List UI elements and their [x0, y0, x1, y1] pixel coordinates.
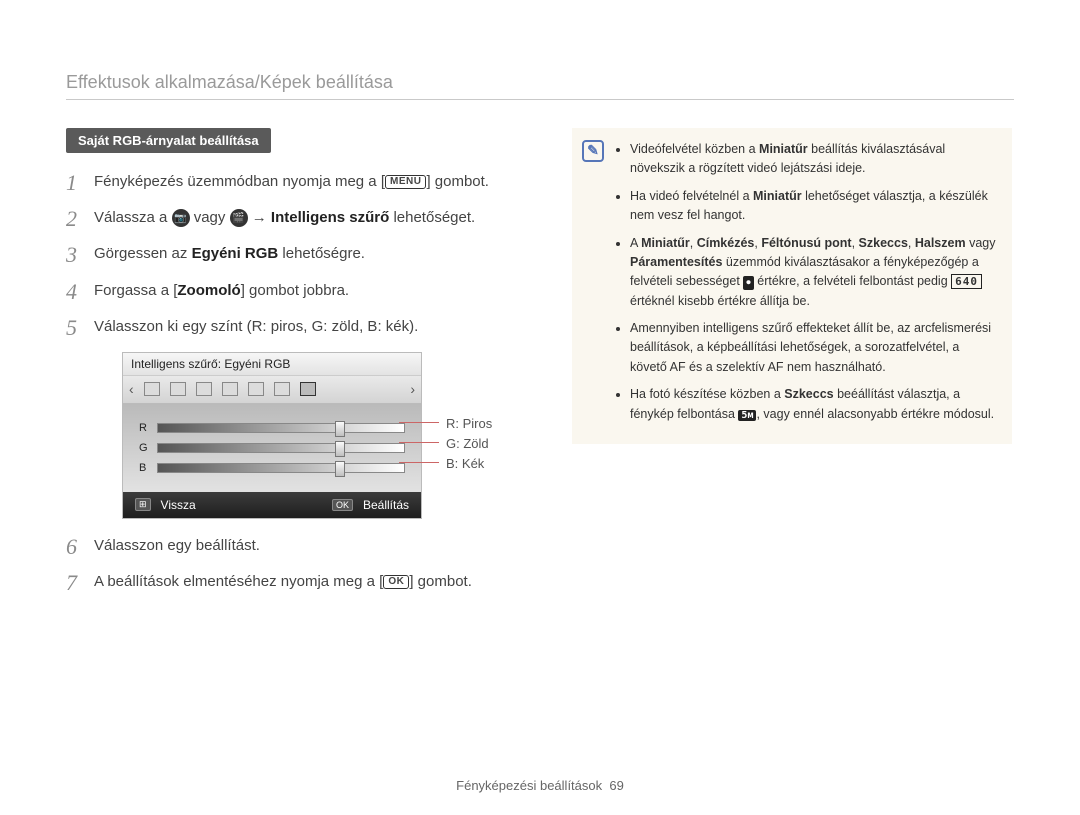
right-column: ✎ Videófelvétel közben a Miniatűr beállí… — [572, 128, 1012, 607]
step-number: 5 — [66, 316, 94, 340]
filter-tab[interactable] — [248, 382, 264, 396]
rgb-panel: Intelligens szűrő: Egyéni RGB ‹ › — [122, 352, 422, 519]
steps-list: 1 Fényképezés üzemmódban nyomja meg a [M… — [66, 171, 536, 340]
step-3: Görgessen az Egyéni RGB lehetőségre. — [94, 243, 536, 266]
section-title: Effektusok alkalmazása/Képek beállítása — [66, 72, 1014, 100]
step-number: 1 — [66, 171, 94, 195]
legend-r: R: Piros — [446, 414, 492, 434]
rgb-panel-title: Intelligens szűrő: Egyéni RGB — [123, 353, 421, 376]
camera-icon: 📷 — [172, 209, 190, 227]
step-number: 3 — [66, 243, 94, 267]
pointer-line — [399, 442, 439, 443]
ok-key-icon: OK — [332, 499, 353, 511]
back-key-icon: ⊞ — [135, 498, 151, 511]
res-5m-icon: 5м — [738, 410, 756, 421]
step-6: Válasszon egy beállítást. — [94, 535, 536, 558]
set-label[interactable]: Beállítás — [363, 498, 409, 512]
filter-tab[interactable] — [170, 382, 186, 396]
step-number: 6 — [66, 535, 94, 559]
note-item: Ha fotó készítése közben a Szkeccs beéál… — [630, 385, 998, 424]
ok-icon: OK — [383, 575, 409, 589]
res-640-icon: 640 — [951, 274, 982, 289]
step-4: Forgassa a [Zoomoló] gombot jobbra. — [94, 280, 536, 303]
step-number: 2 — [66, 207, 94, 231]
pointer-line — [399, 462, 439, 463]
rgb-slider-b[interactable]: B — [139, 458, 405, 478]
filter-tab[interactable] — [222, 382, 238, 396]
page-footer: Fényképezési beállítások 69 — [0, 778, 1080, 793]
step-2: Válassza a 📷 vagy 🎬 → Intelligens szűrő … — [94, 207, 536, 230]
filter-tab[interactable] — [196, 382, 212, 396]
slider-label: B — [139, 462, 157, 474]
note-box: ✎ Videófelvétel közben a Miniatűr beállí… — [572, 128, 1012, 444]
note-item: Amennyiben intelligens szűrő effekteket … — [630, 319, 998, 377]
chevron-right-icon[interactable]: › — [410, 381, 415, 397]
legend-g: G: Zöld — [446, 434, 492, 454]
slider-label: G — [139, 442, 157, 454]
step-number: 4 — [66, 280, 94, 304]
step-1: Fényképezés üzemmódban nyomja meg a [MEN… — [94, 171, 536, 194]
video-icon: 🎬 — [230, 209, 248, 227]
rec-icon: ⏺ — [743, 276, 754, 290]
chevron-left-icon[interactable]: ‹ — [129, 381, 134, 397]
rgb-filter-tabs[interactable]: ‹ › — [123, 376, 421, 404]
rgb-slider-g[interactable]: G — [139, 438, 405, 458]
rgb-slider-r[interactable]: R — [139, 418, 405, 438]
filter-tab[interactable] — [300, 382, 316, 396]
left-column: Saját RGB-árnyalat beállítása 1 Fényképe… — [66, 128, 536, 607]
step-5: Válasszon ki egy színt (R: piros, G: zöl… — [94, 316, 536, 339]
step-number: 7 — [66, 571, 94, 595]
note-item: A Miniatűr, Címkézés, Féltónusú pont, Sz… — [630, 234, 998, 312]
rgb-legend: R: Piros G: Zöld B: Kék — [446, 414, 492, 474]
slider-label: R — [139, 422, 157, 434]
note-item: Videófelvétel közben a Miniatűr beállítá… — [630, 140, 998, 179]
step-7: A beállítások elmentéséhez nyomja meg a … — [94, 571, 536, 594]
note-item: Ha videó felvételnél a Miniatűr lehetősé… — [630, 187, 998, 226]
menu-icon: MENU — [385, 175, 426, 189]
back-label[interactable]: Vissza — [161, 498, 196, 512]
rgb-panel-footer: ⊞ Vissza OK Beállítás — [123, 492, 421, 518]
pointer-line — [399, 422, 439, 423]
filter-tab[interactable] — [274, 382, 290, 396]
subsection-badge: Saját RGB-árnyalat beállítása — [66, 128, 271, 153]
legend-b: B: Kék — [446, 454, 492, 474]
filter-tab[interactable] — [144, 382, 160, 396]
note-icon: ✎ — [582, 140, 604, 162]
